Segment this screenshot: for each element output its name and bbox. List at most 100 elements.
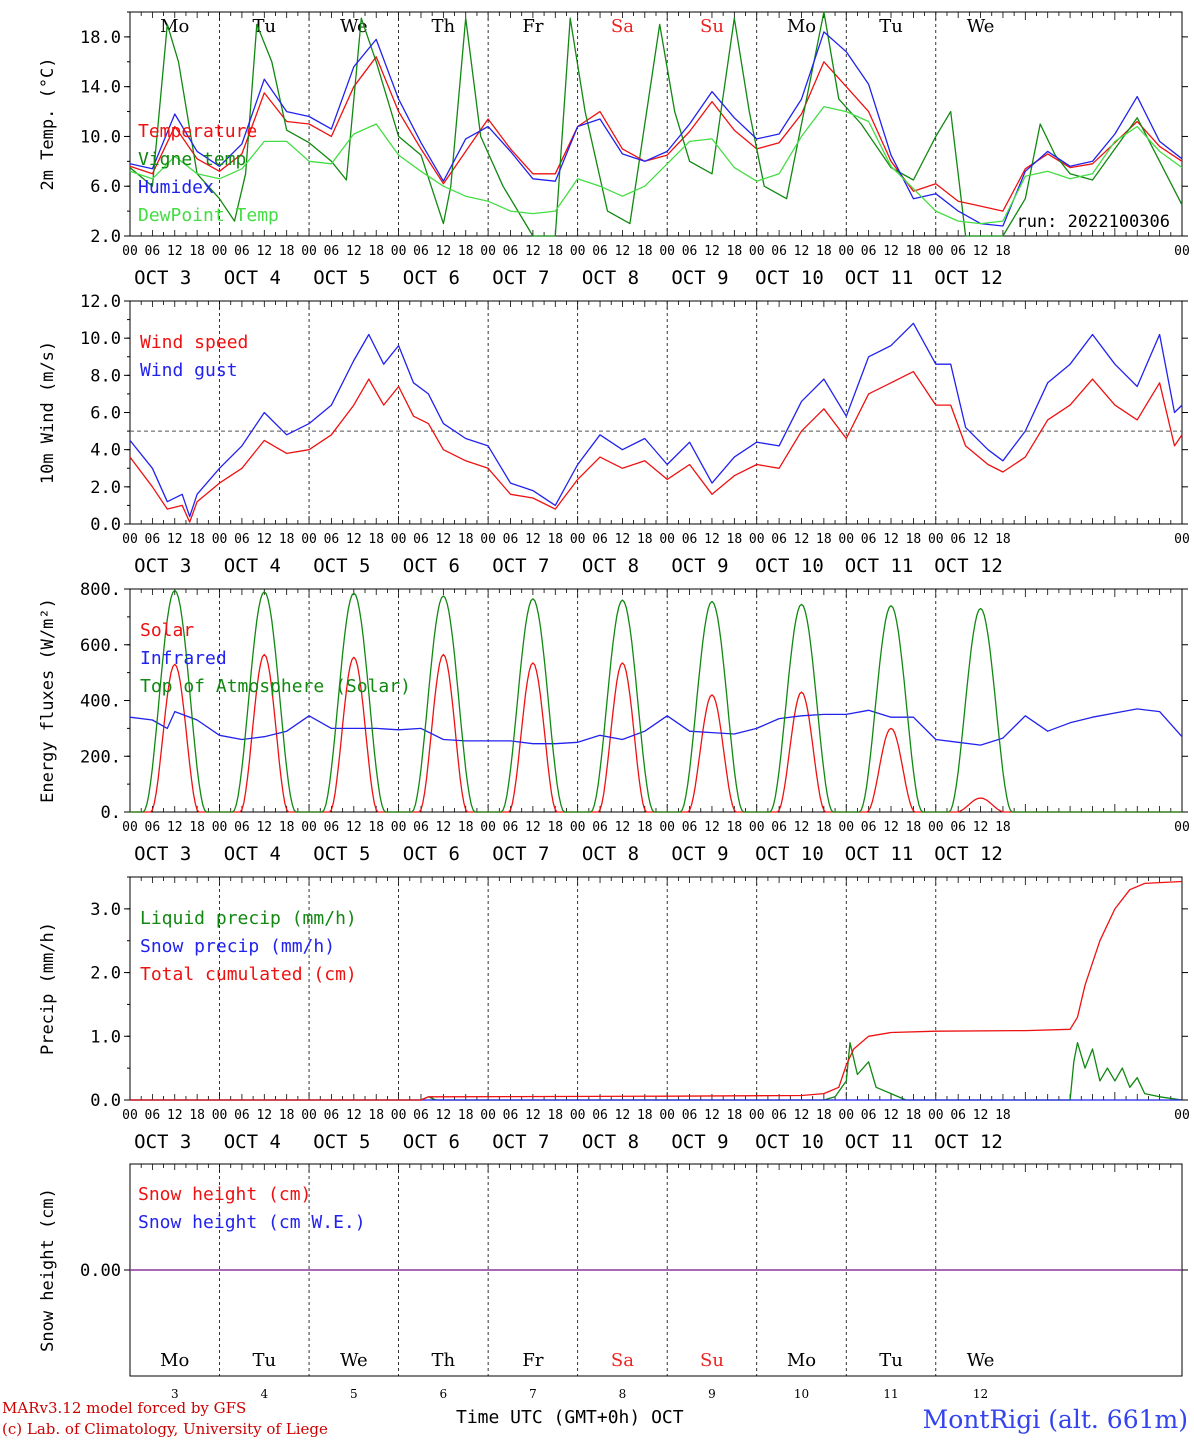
hour-label: 18 <box>368 1108 384 1123</box>
hour-label: 18 <box>816 244 832 259</box>
date-label: OCT 12 <box>934 555 1003 577</box>
hour-label: 12 <box>256 820 272 835</box>
legend-entry: Temperature <box>138 121 257 142</box>
day-name: Th <box>432 16 456 37</box>
hour-label: 12 <box>436 244 452 259</box>
date-label: OCT 3 <box>134 267 191 289</box>
hour-label: 12 <box>525 1108 541 1123</box>
date-label: OCT 7 <box>492 555 549 577</box>
hour-label: 18 <box>547 820 563 835</box>
hour-label: 18 <box>816 820 832 835</box>
date-number: 9 <box>708 1387 716 1401</box>
hour-label: 18 <box>816 532 832 547</box>
hour-label: 00 <box>301 532 317 547</box>
hour-label: 06 <box>861 532 877 547</box>
hour-label: 18 <box>995 1108 1011 1123</box>
series-vigne-temp <box>129 11 1183 237</box>
series-total-cumulated-cm <box>130 880 1183 1101</box>
date-label: OCT 7 <box>492 843 549 865</box>
hour-label: 00 <box>749 532 765 547</box>
hour-label: 00 <box>480 244 496 259</box>
hour-label: 12 <box>525 244 541 259</box>
date-label: OCT 10 <box>755 843 824 865</box>
date-label: OCT 8 <box>582 1131 639 1153</box>
hour-label: 12 <box>973 532 989 547</box>
day-name: We <box>967 1350 995 1371</box>
hour-label: 00 <box>1174 820 1190 835</box>
hour-label: 18 <box>637 244 653 259</box>
hour-label: 18 <box>189 244 205 259</box>
hour-label: 18 <box>727 244 743 259</box>
series-infrared <box>129 708 1183 746</box>
hour-label: 12 <box>973 244 989 259</box>
hour-label: 06 <box>234 532 250 547</box>
hour-label: 18 <box>189 532 205 547</box>
hour-label: 18 <box>547 1108 563 1123</box>
hour-label: 06 <box>861 1108 877 1123</box>
hour-label: 00 <box>570 244 586 259</box>
hour-label: 06 <box>503 244 519 259</box>
y-tick-label: 600. <box>80 636 121 656</box>
hour-label: 06 <box>950 820 966 835</box>
hour-label: 18 <box>727 532 743 547</box>
hour-label: 12 <box>704 244 720 259</box>
hour-label: 00 <box>212 532 228 547</box>
hour-label: 00 <box>838 244 854 259</box>
date-number: 4 <box>260 1387 268 1401</box>
hour-label: 00 <box>570 1108 586 1123</box>
hour-label: 00 <box>838 1108 854 1123</box>
hour-label: 12 <box>794 1108 810 1123</box>
date-number: 6 <box>440 1387 448 1401</box>
hour-label: 06 <box>592 820 608 835</box>
day-name: Sa <box>611 1350 634 1371</box>
station-label: MontRigi (alt. 661m) <box>923 1405 1188 1434</box>
series-liquid-precip-mm-h <box>130 1042 1183 1101</box>
hour-label: 12 <box>256 244 272 259</box>
date-label: OCT 11 <box>845 843 914 865</box>
hour-label: 18 <box>547 532 563 547</box>
date-label: OCT 3 <box>134 555 191 577</box>
date-number: 8 <box>619 1387 627 1401</box>
y-tick-label: 2.0 <box>90 964 121 984</box>
legend-entry: Top of Atmosphere (Solar) <box>140 676 411 697</box>
hour-label: 06 <box>234 244 250 259</box>
y-axis-label: 10m Wind (m/s) <box>38 341 58 484</box>
y-tick-label: 0.0 <box>90 515 121 535</box>
day-name: Tu <box>252 16 276 37</box>
legend-entry: Infrared <box>140 648 227 669</box>
series-wind-speed <box>129 370 1183 523</box>
plot-frame <box>129 300 1183 525</box>
time-axis-label: Time UTC (GMT+0h) OCT <box>456 1407 684 1428</box>
y-tick-label: 10.0 <box>80 127 121 147</box>
panel-4: 0.0 1.0 2.0 3.0 Precip (mm/h) Liquid precip (… <box>38 876 1190 1153</box>
hour-label: 18 <box>727 820 743 835</box>
hour-label: 18 <box>458 532 474 547</box>
day-name: Mo <box>787 16 816 37</box>
run-label: run: 2022100306 <box>1016 212 1170 232</box>
day-name: Tu <box>879 1350 903 1371</box>
hour-label: 12 <box>525 820 541 835</box>
y-tick-label: 10.0 <box>80 329 121 349</box>
hour-label: 06 <box>413 1108 429 1123</box>
hour-label: 00 <box>928 532 944 547</box>
hour-label: 06 <box>234 820 250 835</box>
legend-entry: Vigne temp <box>138 149 246 170</box>
date-label: OCT 6 <box>403 555 460 577</box>
date-label: OCT 10 <box>755 555 824 577</box>
hour-label: 00 <box>838 532 854 547</box>
day-name: Sa <box>611 16 634 37</box>
y-tick-label: 200. <box>80 747 121 767</box>
y-axis-label: Energy fluxes (W/m²) <box>38 598 58 803</box>
hour-label: 12 <box>167 532 183 547</box>
hour-label: 06 <box>771 1108 787 1123</box>
hour-label: 06 <box>771 532 787 547</box>
hour-label: 06 <box>503 532 519 547</box>
date-label: OCT 5 <box>313 843 370 865</box>
hour-label: 18 <box>906 1108 922 1123</box>
panel-2: 0.0 2.0 4.0 6.0 8.0 10.0 12.0 10m Wind (m/s) Win… <box>38 292 1190 577</box>
hour-label: 18 <box>637 820 653 835</box>
legend-entry: DewPoint Temp <box>138 205 279 226</box>
hour-label: 00 <box>301 820 317 835</box>
hour-label: 06 <box>413 532 429 547</box>
